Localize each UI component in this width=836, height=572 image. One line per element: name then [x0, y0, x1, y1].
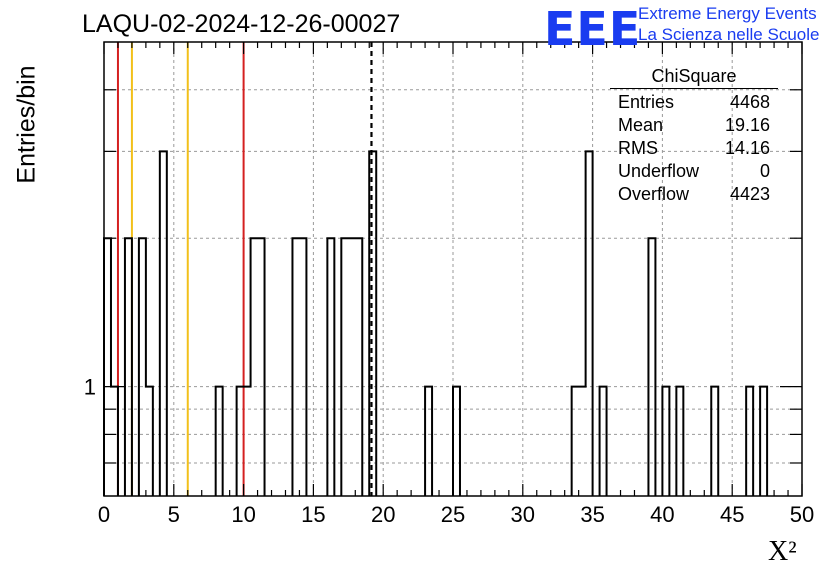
histogram-bin	[355, 238, 362, 496]
stats-value: 4468	[729, 92, 770, 112]
histogram-bin	[711, 387, 718, 496]
stats-box: ChiSquare Entries 4468 Mean 19.16 RMS 14…	[610, 66, 778, 206]
stats-row-overflow: Overflow 4423	[610, 183, 778, 206]
histogram-bin	[216, 387, 223, 496]
histogram-bin	[586, 151, 593, 496]
histogram-bin	[139, 238, 146, 496]
x-tick-label: 45	[720, 502, 744, 527]
histogram-bin	[292, 238, 299, 496]
x-tick-label: 0	[98, 502, 110, 527]
histogram-bin	[327, 238, 334, 496]
histogram-bin	[104, 238, 111, 496]
histogram-bin	[125, 238, 132, 496]
x-tick-label: 20	[371, 502, 395, 527]
stats-label: Underflow	[618, 161, 700, 181]
histogram-bin	[299, 238, 306, 496]
histogram-bin	[746, 387, 753, 496]
histogram-bin	[369, 151, 376, 496]
stats-row-rms: RMS 14.16	[610, 137, 778, 160]
logo-subtitle-line2: La Scienza nelle Scuole	[638, 25, 820, 44]
histogram-bin	[146, 387, 153, 496]
histogram-bin	[453, 387, 460, 496]
stats-value: 4423	[729, 184, 770, 204]
histogram-bin	[572, 387, 579, 496]
histogram-bin	[111, 387, 118, 496]
x-tick-label: 10	[231, 502, 255, 527]
histogram-bin	[237, 387, 244, 496]
stats-value: 19.16	[724, 115, 770, 135]
stats-label: Entries	[618, 92, 675, 112]
histogram-bin	[760, 387, 767, 496]
x-tick-label: 35	[580, 502, 604, 527]
histogram-bin	[244, 387, 251, 496]
x-tick-label: 5	[168, 502, 180, 527]
x-tick-label: 15	[301, 502, 325, 527]
x-tick-label: 50	[790, 502, 814, 527]
x-tick-label: 25	[441, 502, 465, 527]
stats-title: ChiSquare	[610, 66, 778, 89]
run-title: LAQU-02-2024-12-26-00027	[82, 10, 401, 38]
stats-label: Overflow	[618, 184, 690, 204]
histogram-bin	[676, 387, 683, 496]
histogram-bin	[341, 238, 348, 496]
stats-value: 14.16	[724, 138, 770, 158]
stats-row-underflow: Underflow 0	[610, 160, 778, 183]
histogram-bin	[348, 238, 355, 496]
histogram-outline	[103, 150, 769, 496]
logo-subtitle-line1: Extreme Energy Events	[638, 4, 817, 23]
histogram-bin	[600, 387, 607, 496]
histogram-bin	[648, 238, 655, 496]
eee-logo: EEE	[544, 2, 642, 56]
stats-row-entries: Entries 4468	[610, 91, 778, 114]
x-tick-label: 30	[511, 502, 535, 527]
y-tick-label: 1	[84, 375, 96, 400]
histogram-bin	[160, 151, 167, 496]
stats-value: 0	[759, 161, 770, 181]
histogram-bin	[425, 387, 432, 496]
x-axis-label: X²	[768, 536, 797, 567]
y-axis-label: Entries/bin	[12, 65, 41, 184]
stats-label: RMS	[618, 138, 658, 158]
histogram-bin	[662, 387, 669, 496]
stats-label: Mean	[618, 115, 664, 135]
stats-row-mean: Mean 19.16	[610, 114, 778, 137]
x-tick-label: 40	[650, 502, 674, 527]
histogram-bin	[251, 238, 258, 496]
histogram-bin	[258, 238, 265, 496]
histogram-bin	[579, 387, 586, 496]
